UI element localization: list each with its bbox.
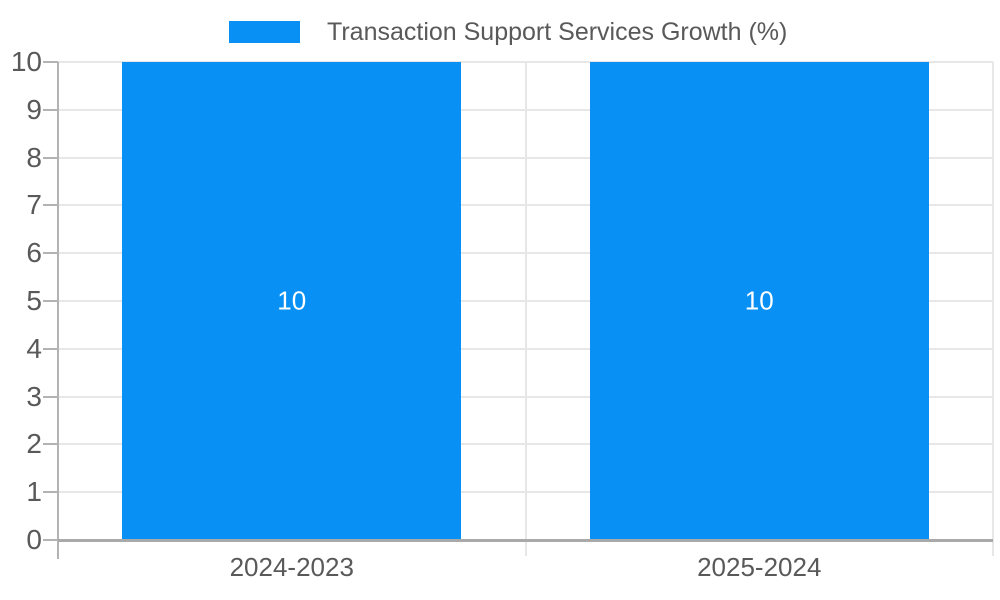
y-tick-label: 7 [26,189,42,221]
gridline [58,395,993,398]
plot-area: 10 2024-2023 10 2025-2024 [43,61,994,582]
y-tick-label: 5 [26,285,42,316]
y-tick-label: 10 [10,46,42,77]
bar [122,62,462,540]
legend-swatch [229,21,300,43]
y-tick [43,443,58,446]
gridline [58,61,993,63]
y-tick [43,539,58,541]
y-tick-label: 9 [26,93,42,125]
y-tick-label: 4 [26,332,42,364]
y-tick [43,252,58,255]
x-axis-line [58,538,993,542]
bar-value-label: 10 [744,285,774,316]
chart-legend: Transaction Support Services Growth (%) [229,18,788,46]
gridline [58,347,993,350]
y-tick [43,204,58,207]
y-tick [43,491,58,494]
legend-label: Transaction Support Services Growth (%) [327,18,788,46]
y-tick [43,395,58,398]
gridline [58,491,993,494]
bar [589,62,929,540]
vertical-gridline [992,62,994,556]
y-tick [43,300,58,302]
vertical-gridline [524,62,527,556]
x-tick-label: 2024-2023 [229,552,354,582]
gridline [58,252,993,255]
gridline [58,108,993,111]
y-tick [43,347,58,350]
gridline [58,300,993,302]
x-tick-label: 2025-2024 [697,552,822,582]
y-tick-label: 0 [26,524,42,555]
gridline [58,204,993,207]
y-tick [43,108,58,111]
y-tick-label: 3 [26,380,42,412]
y-tick [43,156,58,159]
gridline [58,156,993,159]
gridline [58,443,993,446]
bar-value-label: 10 [277,285,307,316]
y-tick-label: 2 [26,428,42,460]
y-tick-label: 6 [26,237,42,269]
y-tick-label: 8 [26,141,42,173]
y-axis-line [57,62,59,559]
y-tick-label: 1 [26,476,42,508]
y-tick [43,61,58,63]
